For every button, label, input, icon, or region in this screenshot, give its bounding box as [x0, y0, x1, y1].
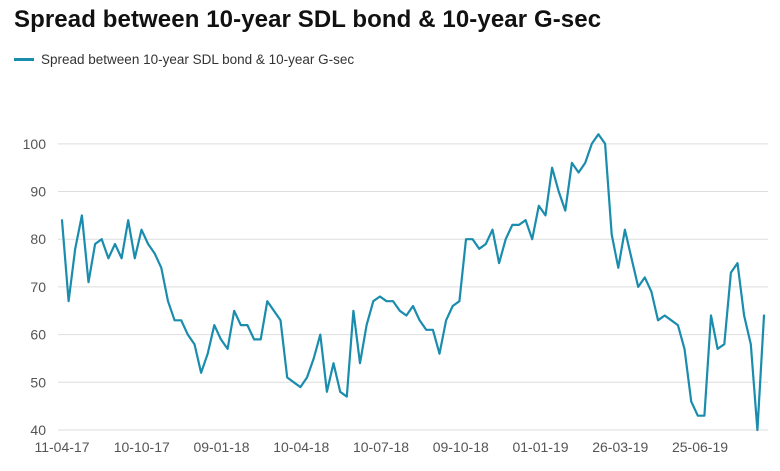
legend-swatch — [14, 58, 34, 61]
x-tick-label: 01-01-19 — [512, 439, 568, 455]
x-tick-label: 26-03-19 — [592, 439, 648, 455]
legend: Spread between 10-year SDL bond & 10-yea… — [14, 52, 354, 67]
x-tick-label: 11-04-17 — [34, 439, 89, 455]
y-tick-label: 40 — [30, 422, 46, 438]
series-line — [60, 133, 766, 432]
y-tick-label: 80 — [30, 231, 46, 247]
y-tick-label: 100 — [23, 136, 47, 152]
x-tick-label: 10-04-18 — [273, 439, 329, 455]
y-tick-label: 90 — [30, 184, 46, 200]
x-tick-label: 09-10-18 — [433, 439, 489, 455]
chart-title: Spread between 10-year SDL bond & 10-yea… — [14, 6, 602, 33]
legend-label: Spread between 10-year SDL bond & 10-yea… — [41, 52, 355, 67]
x-tick-label: 09-01-18 — [193, 439, 249, 455]
x-tick-label: 10-07-18 — [353, 439, 409, 455]
x-tick-label: 25-06-19 — [672, 439, 728, 455]
y-tick-label: 70 — [30, 279, 46, 295]
y-tick-label: 60 — [30, 327, 46, 343]
x-tick-label: 10-10-17 — [114, 439, 170, 455]
y-tick-label: 50 — [30, 374, 46, 390]
